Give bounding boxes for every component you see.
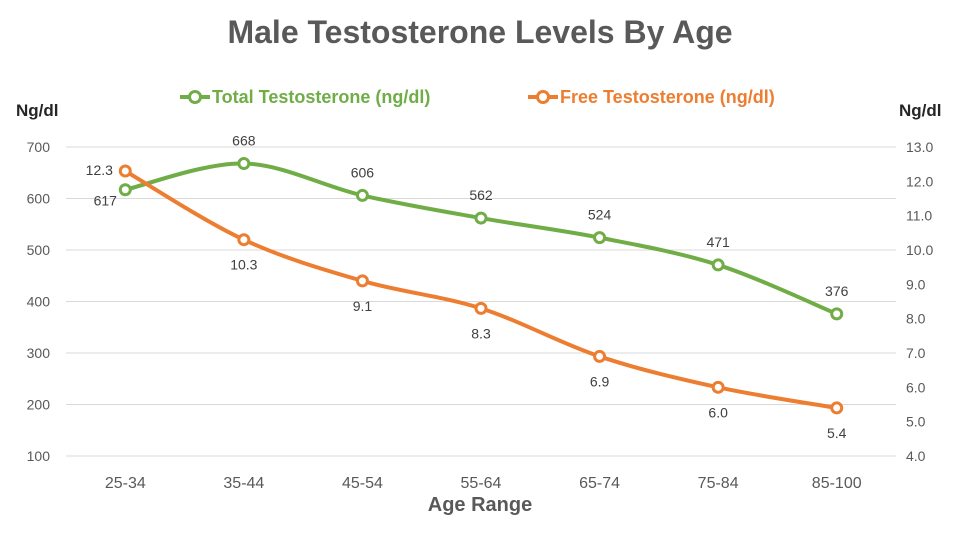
data-label-total: 617 (94, 193, 118, 209)
x-tick-label: 45-54 (342, 475, 383, 492)
y-right-tick-label: 10.0 (906, 242, 933, 258)
y-right-tick-label: 11.0 (906, 208, 932, 224)
y-right-tick-label: 4.0 (906, 448, 926, 464)
data-point-free (355, 274, 369, 288)
data-label-total: 524 (588, 207, 612, 223)
x-tick-label: 35-44 (223, 475, 264, 492)
series-line-free (124, 169, 838, 410)
y-right-tick-label: 9.0 (906, 276, 926, 292)
data-label-total: 668 (232, 132, 256, 148)
y-left-tick-label: 500 (27, 242, 51, 258)
data-label-free: 6.0 (708, 404, 728, 420)
x-tick-label: 25-34 (105, 475, 146, 492)
legend: Total Testosterone (ng/dl) Free Testoste… (0, 84, 960, 110)
data-point-total (237, 156, 251, 170)
data-label-free: 10.3 (230, 257, 257, 273)
data-point-free (711, 380, 725, 394)
y-left-tick-label: 700 (27, 139, 51, 155)
x-axis-title: Age Range (427, 494, 533, 516)
data-point-total (830, 307, 844, 321)
legend-item-total: Total Testosterone (ng/dl) (180, 84, 430, 110)
legend-label-free: Free Testosterone (ng/dl) (560, 86, 775, 107)
x-tick-label: 65-74 (579, 475, 620, 492)
data-label-total: 562 (469, 187, 493, 203)
data-label-free: 12.3 (86, 162, 113, 178)
data-point-total (593, 231, 607, 245)
y-right-tick-label: 13.0 (906, 139, 933, 155)
y-right-tick-label: 7.0 (906, 345, 926, 361)
data-label-free: 8.3 (471, 325, 491, 341)
y-left-tick-label: 300 (27, 345, 51, 361)
data-point-free (474, 301, 488, 315)
data-label-free: 5.4 (827, 425, 847, 441)
y-left-tick-label: 200 (27, 397, 51, 413)
y-right-tick-label: 12.0 (906, 173, 933, 189)
data-point-total (474, 211, 488, 225)
data-label-total: 471 (706, 234, 730, 250)
data-point-total (711, 258, 725, 272)
x-tick-label: 55-64 (461, 475, 502, 492)
x-tick-label: 75-84 (698, 475, 739, 492)
y-right-tick-label: 8.0 (906, 311, 926, 327)
y-left-tick-label: 100 (27, 448, 51, 464)
data-label-free: 9.1 (353, 298, 373, 314)
data-point-total (118, 183, 132, 197)
y-left-tick-label: 400 (27, 294, 51, 310)
chart-title: Male Testosterone Levels By Age (227, 14, 733, 50)
legend-item-free: Free Testosterone (ng/dl) (528, 84, 775, 110)
y-axis-right-title: Ng/dl (899, 101, 942, 120)
data-point-total (355, 188, 369, 202)
data-label-total: 376 (825, 283, 849, 299)
legend-label-total: Total Testosterone (ng/dl) (212, 86, 431, 107)
series-line-total (124, 161, 838, 316)
y-right-tick-label: 6.0 (906, 379, 926, 395)
data-point-free (593, 349, 607, 363)
data-point-free (237, 233, 251, 247)
data-label-total: 606 (351, 164, 375, 180)
y-right-tick-label: 5.0 (906, 414, 926, 430)
y-left-tick-label: 600 (27, 191, 51, 207)
legend-marker-free (528, 90, 558, 104)
legend-marker-total (180, 90, 210, 104)
data-point-free (118, 164, 132, 178)
y-axis-left-title: Ng/dl (16, 101, 59, 120)
data-label-free: 6.9 (590, 373, 610, 389)
x-tick-label: 85-100 (812, 475, 862, 492)
data-point-free (830, 401, 844, 415)
